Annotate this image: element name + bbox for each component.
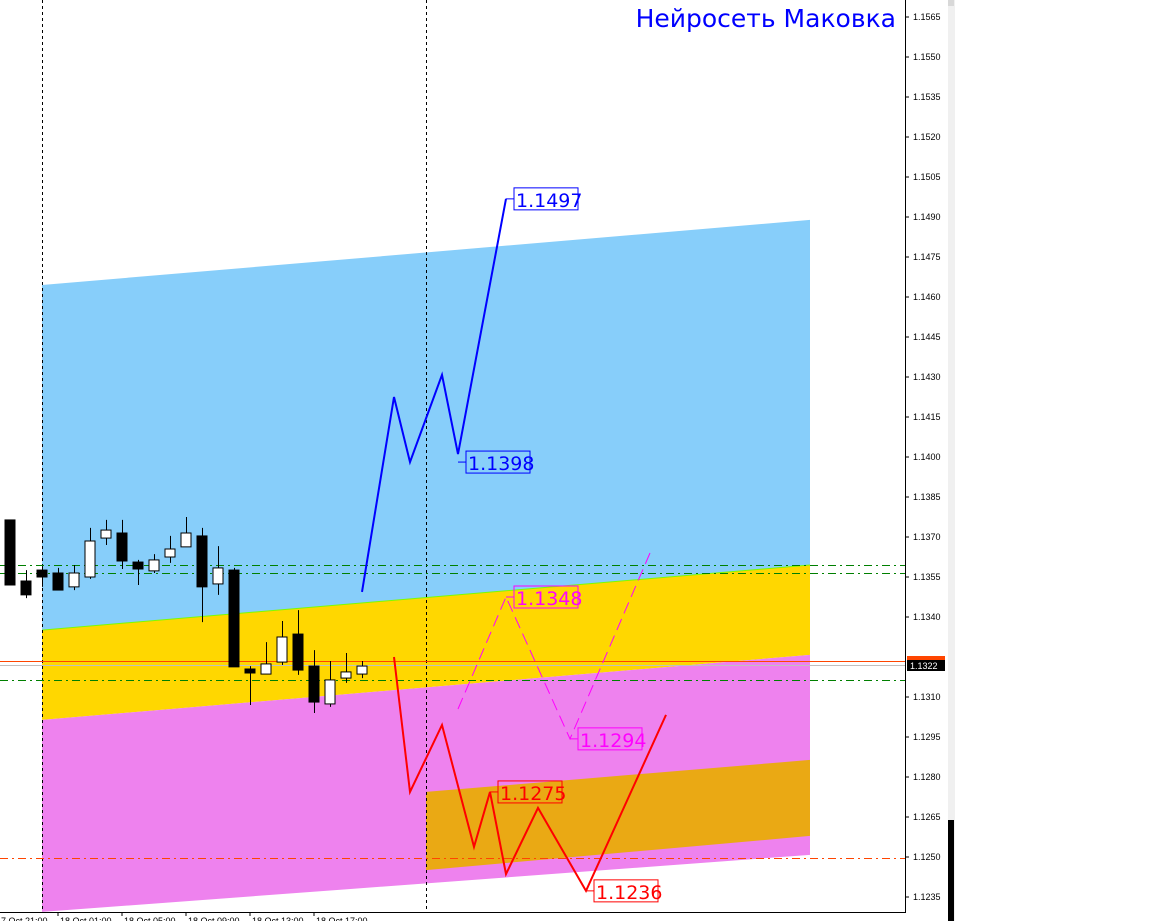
price-tick-label: 1.1565 <box>913 12 941 22</box>
candle-body <box>340 671 352 679</box>
price-chart[interactable]: 1.1497 1.1398 1.1275 1.1236 1.1348 1.1294 1.15… <box>0 0 948 921</box>
time-tick-label: 18 Oct 13:00 <box>252 916 304 921</box>
forecast-line-blue <box>361 198 507 593</box>
price-tick-label: 1.1430 <box>913 372 941 382</box>
price-label: 1.1348 <box>516 588 582 610</box>
scrollbar-top <box>948 0 954 6</box>
band-edge <box>41 564 811 631</box>
price-label: 1.1275 <box>500 783 566 805</box>
current-price-label: 1.1322 <box>910 661 938 671</box>
price-label-box <box>577 727 643 751</box>
price-tick-label: 1.1415 <box>913 412 941 422</box>
candle-body <box>36 569 48 578</box>
price-label: 1.1294 <box>580 730 646 752</box>
price-tick-label: 1.1385 <box>913 492 941 502</box>
candle-body <box>52 572 64 591</box>
candle-body <box>244 668 256 674</box>
price-tick-label: 1.1310 <box>913 692 941 702</box>
price-label: 1.1398 <box>468 453 534 475</box>
current-price-badge <box>907 660 945 671</box>
candle-body <box>356 665 368 675</box>
candle-body <box>212 567 224 585</box>
candle-body <box>228 569 240 668</box>
price-tick-label: 1.1520 <box>913 132 941 142</box>
candle-body <box>84 540 96 578</box>
candle-body <box>164 548 176 558</box>
candle-body <box>100 529 112 539</box>
price-label-box <box>593 879 659 903</box>
price-label-box <box>513 187 579 211</box>
time-tick-label: 18 Oct 01:00 <box>60 916 112 921</box>
ask-price-marker <box>907 656 945 660</box>
price-label-box <box>513 585 579 609</box>
scrollbar-thumb[interactable] <box>948 820 954 921</box>
price-tick-label: 1.1490 <box>913 212 941 222</box>
candle-body <box>20 580 32 596</box>
price-tick-label: 1.1400 <box>913 452 941 462</box>
candle-body <box>4 519 16 586</box>
price-label: 1.1497 <box>516 190 582 212</box>
price-tick-label: 1.1460 <box>913 292 941 302</box>
price-tick-label: 1.1280 <box>913 772 941 782</box>
price-tick-label: 1.1265 <box>913 812 941 822</box>
candle-body <box>276 636 288 663</box>
time-tick-label: 17 Oct 21:00 <box>0 916 48 921</box>
price-label-box <box>497 780 563 804</box>
candle-body <box>180 532 192 548</box>
price-tick-label: 1.1250 <box>913 852 941 862</box>
price-tick-label: 1.1445 <box>913 332 941 342</box>
price-tick-label: 1.1340 <box>913 612 941 622</box>
time-tick-label: 18 Oct 05:00 <box>124 916 176 921</box>
price-tick-label: 1.1295 <box>913 732 941 742</box>
candle-body <box>68 572 80 588</box>
candle-body <box>260 663 272 675</box>
vertical-scrollbar[interactable] <box>948 0 955 921</box>
price-tick-label: 1.1505 <box>913 172 941 182</box>
time-tick-label: 18 Oct 17:00 <box>316 916 368 921</box>
price-tick-label: 1.1355 <box>913 572 941 582</box>
price-tick-label: 1.1475 <box>913 252 941 262</box>
price-tick-label: 1.1235 <box>913 892 941 902</box>
candle-body <box>324 679 336 705</box>
candle-body <box>196 535 208 588</box>
candle-body <box>148 559 160 572</box>
candle-body <box>308 665 320 703</box>
price-tick-label: 1.1535 <box>913 92 941 102</box>
price-tick-label: 1.1550 <box>913 52 941 62</box>
plot-area: 1.1497 1.1398 1.1275 1.1236 1.1348 1.1294 <box>0 0 905 912</box>
price-tick-label: 1.1370 <box>913 532 941 542</box>
indicator-title: Нейросеть Маковка <box>635 4 896 33</box>
forecast-line-magenta <box>457 552 651 741</box>
candle-body <box>116 532 128 562</box>
band-blue <box>42 219 810 631</box>
price-label-box <box>465 450 531 474</box>
candle-body <box>132 561 144 570</box>
candle-body <box>292 633 304 671</box>
price-label: 1.1236 <box>596 882 662 904</box>
time-tick-label: 18 Oct 09:00 <box>188 916 240 921</box>
